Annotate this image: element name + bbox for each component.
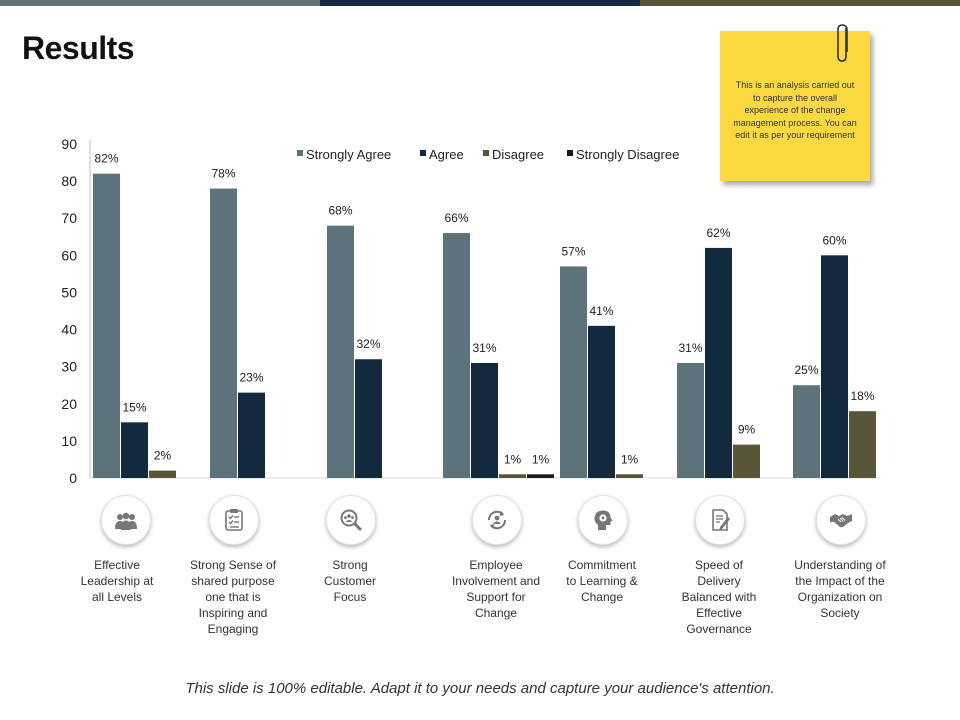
- data-label: 9%: [738, 423, 756, 437]
- icon-circle: [209, 495, 259, 545]
- bar: [355, 359, 382, 478]
- icon-circle: [326, 495, 376, 545]
- bar: [588, 325, 615, 478]
- data-label: 2%: [154, 449, 172, 463]
- legend-label: Agree: [429, 147, 464, 162]
- data-label: 1%: [504, 452, 522, 466]
- y-tick-label: 70: [61, 210, 77, 226]
- sticky-note-text: This is an analysis carried out to captu…: [733, 80, 857, 140]
- y-tick-label: 50: [61, 284, 77, 300]
- data-label: 15%: [122, 400, 146, 414]
- head-gear-icon: [594, 510, 613, 530]
- bar: [471, 362, 498, 478]
- y-tick-label: 20: [61, 396, 77, 412]
- data-label: 68%: [328, 204, 352, 218]
- data-label: 1%: [621, 452, 639, 466]
- y-tick-label: 40: [61, 322, 77, 338]
- data-label: 32%: [356, 337, 380, 351]
- bar: [327, 225, 354, 478]
- category-label: Strong Customer Focus: [324, 558, 376, 604]
- y-tick-label: 60: [61, 247, 77, 263]
- data-label: 41%: [589, 304, 613, 318]
- bar: [93, 173, 120, 478]
- bar: [793, 385, 820, 478]
- top-bar-segment-1: [0, 0, 320, 6]
- bar: [821, 255, 848, 478]
- data-label: 1%: [532, 452, 550, 466]
- legend-swatch: [567, 150, 573, 156]
- team-icon: [115, 512, 137, 530]
- category-label: Effective Leadership at all Levels: [81, 558, 154, 604]
- y-tick-label: 80: [61, 173, 77, 189]
- data-label: 82%: [94, 152, 118, 166]
- data-label: 31%: [678, 341, 702, 355]
- bar: [527, 474, 554, 478]
- y-tick-label: 0: [69, 470, 77, 486]
- legend-swatch: [483, 150, 489, 156]
- legend-swatch: [297, 150, 303, 156]
- bar: [499, 474, 526, 478]
- bar: [238, 392, 265, 478]
- data-label: 25%: [794, 363, 818, 377]
- category-label: Speed of Delivery Balanced with Effective Go…: [682, 558, 757, 636]
- handshake-icon: [830, 514, 852, 528]
- icon-circle: [101, 495, 151, 545]
- icon-circle: [695, 495, 745, 545]
- checklist-icon: [225, 509, 243, 531]
- magnify-people-icon: [340, 509, 363, 532]
- bar: [849, 411, 876, 478]
- icon-circle: [816, 495, 866, 545]
- bar: [677, 362, 704, 478]
- category-label: Employee Involvement and Support for Change: [452, 558, 540, 620]
- document-pen-icon: [712, 509, 730, 531]
- legend-label: Strongly Disagree: [576, 147, 679, 162]
- data-label: 78%: [211, 167, 235, 181]
- bar: [560, 266, 587, 478]
- icon-circle: [472, 495, 522, 545]
- bar: [443, 233, 470, 478]
- category-label: Understanding of the Impact of the Organiz…: [794, 558, 886, 620]
- footer-note: This slide is 100% editable. Adapt it to…: [185, 680, 775, 697]
- legend-label: Strongly Agree: [306, 147, 391, 162]
- legend-swatch: [420, 150, 426, 156]
- data-label: 31%: [472, 341, 496, 355]
- data-label: 66%: [444, 211, 468, 225]
- bar: [210, 188, 237, 479]
- category-label: Strong Sense of shared purpose one that is…: [190, 558, 277, 636]
- y-tick-label: 30: [61, 359, 77, 375]
- category-label: Commitment to Learning & Change: [566, 558, 637, 604]
- bar: [149, 470, 176, 478]
- data-label: 23%: [239, 371, 263, 385]
- sticky-note: This is an analysis carried out to captu…: [720, 31, 870, 181]
- y-tick-label: 90: [61, 136, 77, 152]
- top-bar-segment-2: [320, 0, 640, 6]
- bar: [121, 422, 148, 478]
- page-title: Results: [22, 30, 135, 66]
- legend-label: Disagree: [492, 147, 544, 162]
- data-label: 62%: [706, 226, 730, 240]
- data-label: 18%: [850, 389, 874, 403]
- top-color-bar: [0, 0, 960, 6]
- data-label: 60%: [822, 233, 846, 247]
- data-label: 57%: [561, 244, 585, 258]
- bar: [733, 444, 760, 478]
- icon-circle: [578, 495, 628, 545]
- bar: [705, 247, 732, 478]
- y-tick-label: 10: [61, 433, 77, 449]
- top-bar-segment-3: [640, 0, 960, 6]
- people-cycle-icon: [487, 510, 507, 530]
- bar: [616, 474, 643, 478]
- paperclip-icon: [837, 24, 848, 62]
